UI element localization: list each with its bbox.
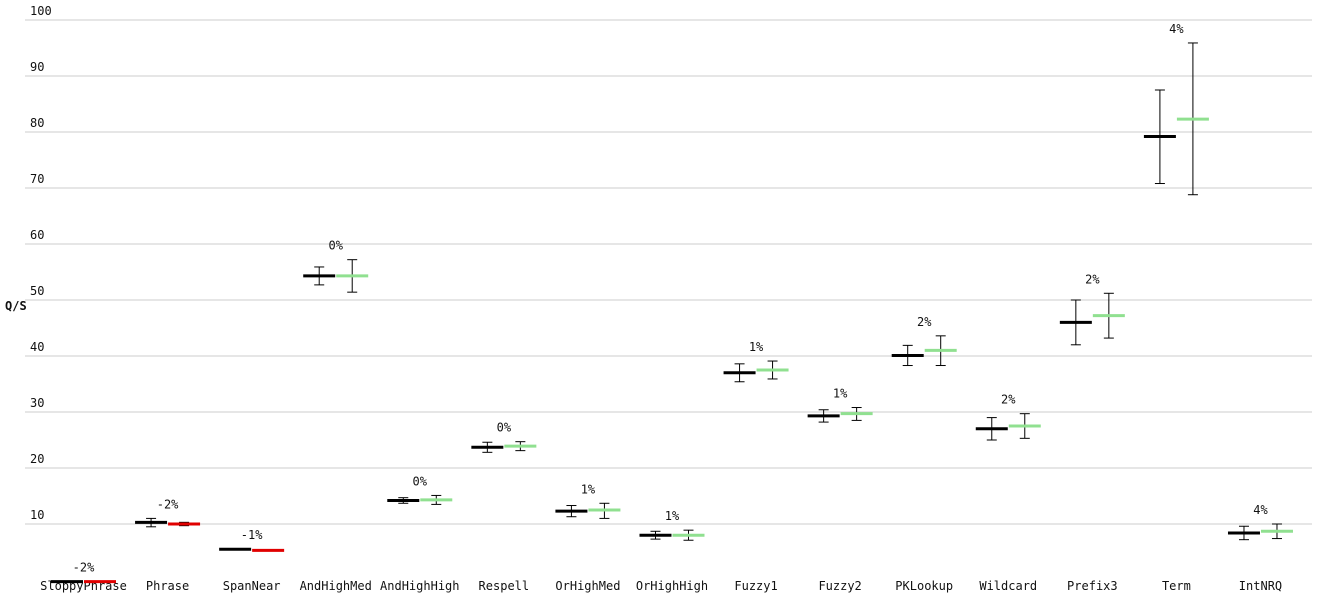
percent-change-label: 2% xyxy=(917,315,932,329)
category-label: IntNRQ xyxy=(1239,579,1282,593)
percent-change-label: -1% xyxy=(241,528,263,542)
category-label: OrHighMed xyxy=(555,579,620,593)
percent-change-label: 1% xyxy=(665,509,680,523)
y-tick-label: 30 xyxy=(30,396,44,410)
y-tick-label: 100 xyxy=(30,4,52,18)
percent-change-label: -2% xyxy=(73,561,95,575)
category-label: AndHighHigh xyxy=(380,579,459,593)
percent-change-label: 0% xyxy=(497,421,512,435)
y-tick-label: 70 xyxy=(30,172,44,186)
y-tick-label: 60 xyxy=(30,228,44,242)
category-label: Phrase xyxy=(146,579,189,593)
y-tick-label: 10 xyxy=(30,508,44,522)
category-label: Term xyxy=(1162,579,1191,593)
y-axis-label: Q/S xyxy=(5,299,27,313)
y-tick-label: 20 xyxy=(30,452,44,466)
y-tick-label: 90 xyxy=(30,60,44,74)
y-tick-label: 50 xyxy=(30,284,44,298)
category-label: Fuzzy2 xyxy=(818,579,861,593)
category-label: Fuzzy1 xyxy=(734,579,777,593)
category-label: PKLookup xyxy=(895,579,953,593)
percent-change-label: 0% xyxy=(413,474,428,488)
percent-change-label: 1% xyxy=(581,482,596,496)
category-label: AndHighMed xyxy=(300,579,372,593)
percent-change-label: 2% xyxy=(1085,272,1100,286)
percent-change-label: 4% xyxy=(1169,22,1184,36)
y-tick-label: 40 xyxy=(30,340,44,354)
percent-change-label: 4% xyxy=(1253,503,1268,517)
category-label: Prefix3 xyxy=(1067,579,1118,593)
percent-change-label: 1% xyxy=(833,387,848,401)
category-label: Wildcard xyxy=(979,579,1037,593)
category-label: Respell xyxy=(479,579,530,593)
category-label: SpanNear xyxy=(223,579,281,593)
percent-change-label: 0% xyxy=(328,239,343,253)
percent-change-label: 2% xyxy=(1001,393,1016,407)
percent-change-label: -2% xyxy=(157,497,179,511)
y-tick-label: 80 xyxy=(30,116,44,130)
category-label: OrHighHigh xyxy=(636,579,708,593)
percent-change-label: 1% xyxy=(749,340,764,354)
